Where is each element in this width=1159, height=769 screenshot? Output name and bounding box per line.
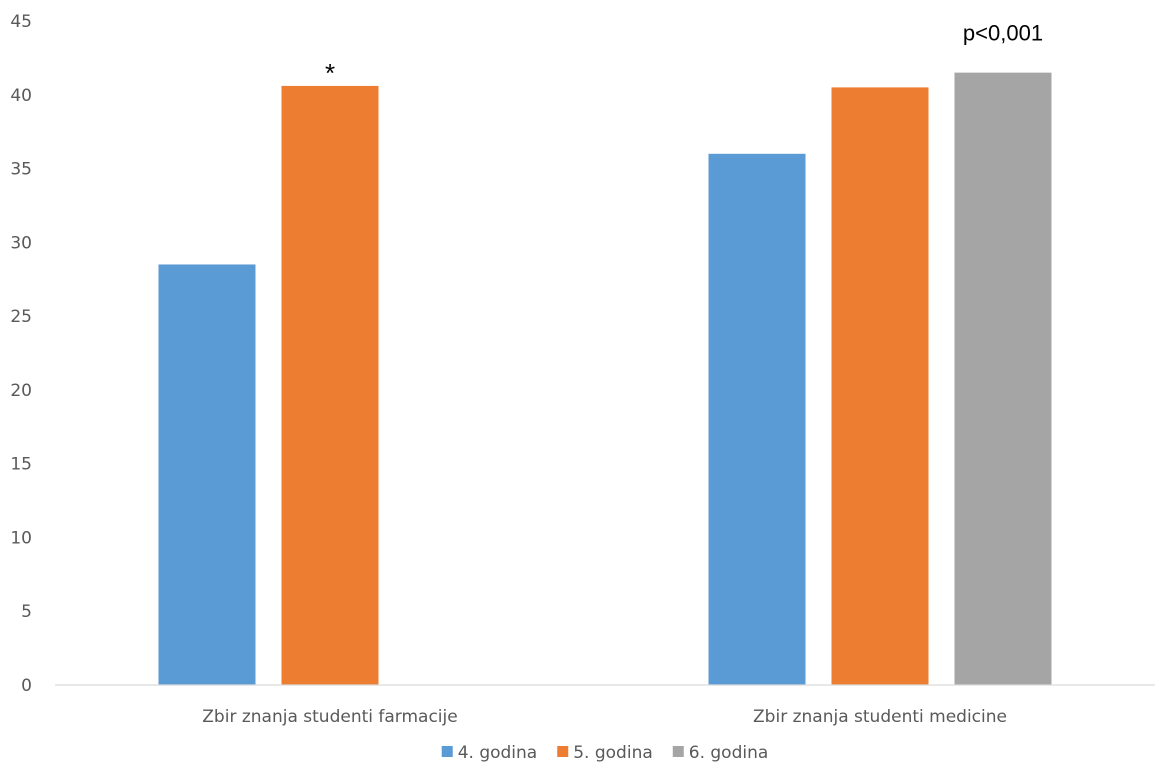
category-label: Zbir znanja studenti farmacije	[202, 707, 457, 727]
legend-label: 6. godina	[689, 743, 769, 763]
category-label: Zbir znanja studenti medicine	[753, 707, 1007, 727]
y-tick-label: 20	[10, 381, 32, 401]
legend: 4. godina 5. godina 6. godina	[441, 743, 769, 763]
legend-swatch	[672, 746, 684, 757]
y-tick-label: 30	[10, 233, 32, 253]
y-tick-label: 5	[21, 602, 32, 622]
legend-label: 5. godina	[573, 743, 653, 763]
bar-6-godina-cat-1	[954, 72, 1052, 685]
category-labels: Zbir znanja studenti farmacije Zbir znanj…	[202, 707, 1007, 727]
y-tick-label: 40	[10, 86, 32, 106]
y-tick-label: 45	[10, 12, 32, 32]
bar-4-godina-cat-1	[708, 153, 806, 686]
legend-label: 4. godina	[458, 743, 538, 763]
bars	[158, 72, 1052, 686]
annotations: * p<0,001	[325, 21, 1043, 88]
legend-swatch	[557, 746, 569, 757]
y-tick-label: 35	[10, 160, 32, 180]
p-value-label: p<0,001	[963, 21, 1043, 46]
y-tick-label: 10	[10, 528, 32, 548]
y-axis-ticks: 0 5 10 15 20 25 30 35 40 45	[10, 12, 32, 696]
y-tick-label: 15	[10, 455, 32, 475]
bar-4-godina-cat-0	[158, 264, 256, 685]
bar-5-godina-cat-1	[831, 87, 929, 685]
significance-star: *	[325, 58, 335, 88]
y-tick-label: 0	[21, 676, 32, 696]
bar-5-godina-cat-0	[281, 85, 379, 686]
y-tick-label: 25	[10, 307, 32, 327]
legend-swatch	[441, 746, 453, 757]
